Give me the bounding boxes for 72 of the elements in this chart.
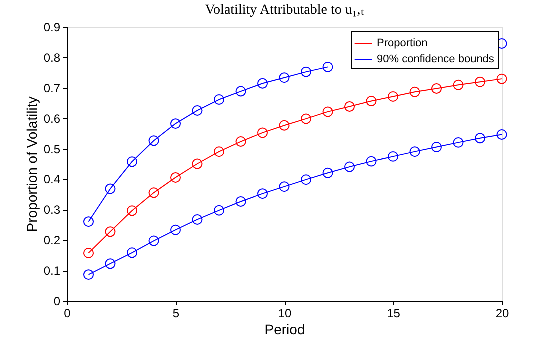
- y-tick-label: 0.1: [44, 264, 61, 278]
- point: [258, 128, 268, 138]
- point: [453, 137, 464, 148]
- point: [410, 146, 420, 158]
- y-tick-label: 0.3: [44, 203, 61, 218]
- point: [475, 133, 486, 144]
- x-tick-label: 20: [496, 306, 510, 320]
- point: [192, 214, 203, 225]
- point: [170, 118, 181, 130]
- point: [366, 96, 377, 107]
- point: [127, 248, 138, 258]
- point: [170, 224, 181, 236]
- y-tick-label: 0.5: [44, 142, 61, 156]
- point: [214, 146, 224, 158]
- point: [148, 236, 160, 246]
- point: [84, 248, 94, 258]
- point: [214, 205, 224, 216]
- point: [148, 136, 160, 146]
- legend-label: Proportion: [377, 38, 428, 50]
- point: [105, 226, 116, 238]
- point: [192, 158, 203, 170]
- point: [432, 142, 442, 152]
- point: [366, 156, 377, 167]
- point: [236, 196, 246, 207]
- y-tick-label: 0.4: [44, 172, 61, 187]
- y-tick-label: 0.9: [44, 20, 61, 34]
- x-tick-label: 10: [278, 306, 292, 320]
- point: [475, 76, 486, 88]
- legend-label: 90% confidence bounds: [377, 54, 495, 66]
- point: [127, 156, 138, 168]
- x-tick-label: 5: [172, 306, 180, 320]
- point: [322, 62, 334, 72]
- x-tick-label: 15: [387, 306, 401, 320]
- point: [84, 216, 94, 228]
- point: [496, 130, 508, 140]
- y-tick-label: 0.6: [44, 112, 61, 126]
- y-tick-label: 0.7: [44, 81, 61, 96]
- point: [258, 188, 268, 200]
- point: [279, 182, 290, 192]
- point: [236, 86, 246, 97]
- point: [322, 168, 334, 178]
- y-axis-title: Proportion of Volatility: [24, 96, 40, 232]
- point: [388, 151, 398, 162]
- point: [322, 106, 334, 118]
- chart-title: Volatility Attributable to u₁,ₜ: [205, 3, 365, 18]
- point: [301, 114, 312, 124]
- point: [453, 80, 464, 90]
- point: [127, 206, 138, 216]
- point: [84, 270, 94, 280]
- y-tick-label: 0.8: [44, 50, 61, 65]
- point: [214, 94, 224, 105]
- x-tick-label: 0: [64, 306, 72, 320]
- x-axis-title: Period: [264, 322, 306, 337]
- point: [170, 172, 181, 183]
- point: [279, 120, 290, 131]
- point: [344, 162, 355, 172]
- y-tick-label: 0.2: [44, 234, 61, 248]
- point: [410, 86, 420, 98]
- point: [192, 105, 203, 116]
- point: [258, 78, 268, 89]
- y-tick-label: 0: [54, 294, 61, 308]
- point: [344, 102, 355, 112]
- point: [301, 174, 312, 186]
- point: [148, 188, 160, 198]
- point: [388, 91, 398, 102]
- point: [105, 258, 116, 270]
- point: [279, 72, 290, 84]
- point: [432, 84, 442, 94]
- point: [301, 66, 312, 78]
- point: [236, 136, 246, 148]
- point: [105, 184, 116, 194]
- point: [496, 74, 508, 84]
